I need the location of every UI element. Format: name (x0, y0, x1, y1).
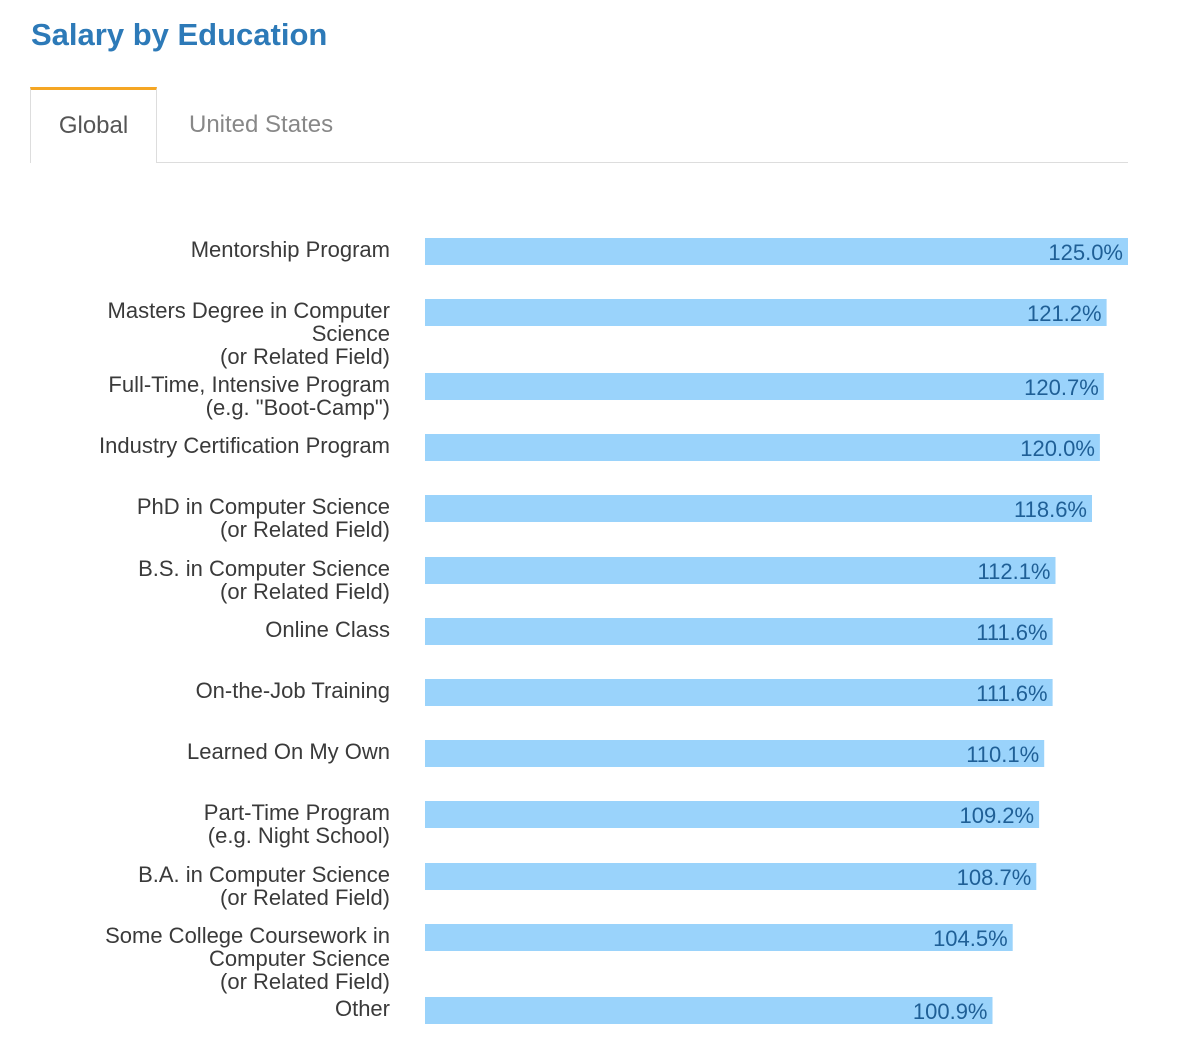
category-label: Learned On My Own (187, 739, 390, 764)
bar-value-label: 120.0% (1020, 436, 1095, 461)
category-label: On-the-Job Training (196, 678, 390, 703)
tab-bar: Global United States (30, 87, 1128, 163)
category-label: Full-Time, Intensive Program (e.g. "Boot-… (108, 372, 390, 420)
category-label: Mentorship Program (191, 237, 390, 262)
category-label: B.A. in Computer Science (or Related Fiel… (138, 862, 390, 910)
category-label: Part-Time Program (e.g. Night School) (204, 800, 390, 848)
bar (425, 434, 1100, 461)
bar (425, 801, 1040, 828)
tab-united-states[interactable]: United States (189, 111, 334, 138)
category-label-line: (or Related Field) (220, 344, 390, 369)
category-label: Online Class (265, 617, 390, 642)
category-label: Other (335, 996, 390, 1021)
bar (425, 495, 1092, 522)
category-label-line: PhD in Computer Science (137, 494, 390, 519)
category-label-line: B.S. in Computer Science (138, 556, 390, 581)
category-label-line: Learned On My Own (187, 739, 390, 764)
category-label-line: On-the-Job Training (196, 678, 390, 703)
bar-value-label: 110.1% (966, 742, 1039, 767)
category-label: B.S. in Computer Science (or Related Fiel… (138, 556, 390, 604)
category-label-line: Other (335, 996, 390, 1021)
bar-value-label: 120.7% (1024, 375, 1099, 400)
bar-value-label: 109.2% (959, 803, 1034, 828)
bar-value-label: 112.1% (978, 559, 1051, 584)
bar (425, 238, 1128, 265)
category-label-line: Some College Coursework in (105, 923, 390, 948)
bar-value-label: 108.7% (957, 865, 1032, 890)
bar-value-label: 111.6% (976, 681, 1047, 706)
bar (425, 997, 993, 1024)
tab-global[interactable]: Global (30, 87, 157, 163)
bar (425, 924, 1013, 951)
category-label-line: Masters Degree in Computer (108, 298, 390, 323)
category-label-line: Online Class (265, 617, 390, 642)
category-label-line: (or Related Field) (220, 579, 390, 604)
bar (425, 679, 1053, 706)
category-label-line: (or Related Field) (220, 517, 390, 542)
category-label-line: (or Related Field) (220, 885, 390, 910)
page-title: Salary by Education (31, 17, 328, 52)
category-label: Masters Degree in Computer Science (or Rel… (108, 298, 390, 369)
category-label: Some College Coursework in Computer Scien… (105, 923, 390, 994)
category-label-line: Science (312, 321, 390, 346)
category-label-line: (e.g. Night School) (208, 823, 390, 848)
bar (425, 740, 1045, 767)
bar (425, 618, 1053, 645)
bar-value-label: 125.0% (1048, 240, 1123, 265)
bar-value-label: 100.9% (913, 999, 988, 1024)
category-label-line: Industry Certification Program (99, 433, 390, 458)
category-label-line: Full-Time, Intensive Program (108, 372, 390, 397)
bar-value-label: 121.2% (1027, 301, 1102, 326)
category-label-line: (or Related Field) (220, 969, 390, 994)
bar (425, 373, 1104, 400)
category-label-line: Computer Science (209, 946, 390, 971)
bar-value-label: 111.6% (976, 620, 1047, 645)
category-label: Industry Certification Program (99, 433, 390, 458)
bar (425, 299, 1107, 326)
bar (425, 863, 1037, 890)
category-label-line: (e.g. "Boot-Camp") (206, 395, 390, 420)
bar (425, 557, 1056, 584)
category-label-line: Part-Time Program (204, 800, 390, 825)
bar-value-label: 104.5% (933, 926, 1008, 951)
category-label-line: B.A. in Computer Science (138, 862, 390, 887)
category-label: PhD in Computer Science (or Related Field… (137, 494, 390, 542)
bar-value-label: 118.6% (1014, 497, 1087, 522)
category-label-line: Mentorship Program (191, 237, 390, 262)
